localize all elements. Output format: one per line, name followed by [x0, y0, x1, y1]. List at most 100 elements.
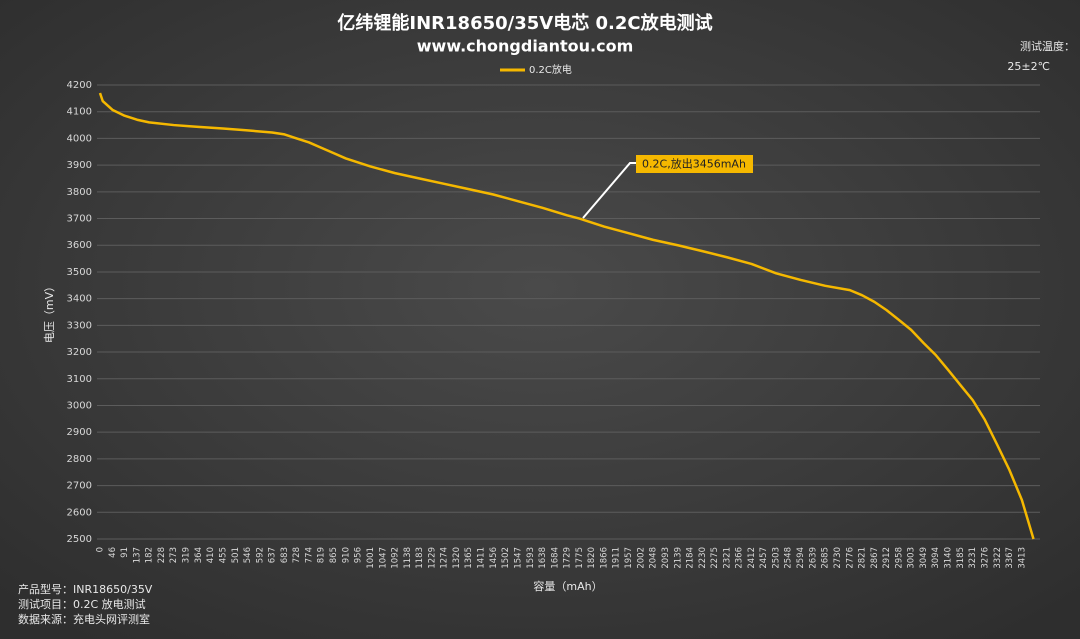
x-tick-label: 3140 — [944, 547, 954, 569]
x-tick-label: 2912 — [882, 547, 892, 569]
note: 数据来源：充电头网评测室 — [18, 612, 150, 626]
x-tick-label: 1411 — [477, 547, 487, 569]
y-tick-label: 2800 — [67, 454, 92, 465]
x-tick-label: 1911 — [612, 547, 622, 569]
x-tick-label: 1229 — [427, 547, 437, 569]
annotation: 0.2C,放出3456mAh — [642, 157, 746, 171]
note: 产品型号：INR18650/35V — [18, 582, 153, 596]
y-tick-label: 3700 — [67, 214, 92, 225]
plot-area: 2500 2600 2700 2800 2900 3000 3100 3200 3300 3400… — [67, 63, 1040, 569]
x-tick-label: 728 — [292, 547, 302, 563]
x-tick-label: 3185 — [956, 547, 966, 569]
y-tick-label: 3400 — [67, 294, 92, 305]
x-tick-label: 1502 — [501, 547, 511, 569]
x-tick-label: 3231 — [968, 547, 978, 569]
x-tick-label: 1638 — [538, 547, 548, 569]
legend: 0.2C放电 — [500, 63, 572, 76]
x-tick-label: 683 — [280, 547, 290, 563]
x-tick-label: 3322 — [993, 547, 1003, 569]
x-tick-label: 319 — [182, 547, 192, 563]
x-tick-label: 2230 — [698, 547, 708, 569]
x-tick-label: 1047 — [378, 547, 388, 569]
x-tick-label: 1866 — [600, 547, 610, 569]
x-tick-label: 364 — [194, 547, 204, 563]
x-tick-label: 1456 — [489, 547, 499, 569]
x-tick-label: 2002 — [636, 547, 646, 569]
y-tick-label: 3200 — [67, 347, 92, 358]
x-tick-label: 2821 — [857, 547, 867, 569]
y-tick-label: 2600 — [67, 507, 92, 518]
x-tick-label: 0 — [96, 547, 106, 552]
y-tick-label: 4000 — [67, 133, 92, 144]
x-tick-label: 228 — [157, 547, 167, 563]
x-tick-label: 2048 — [649, 547, 659, 569]
x-tick-label: 1001 — [366, 547, 376, 569]
y-axis-label: 电压（mV） — [43, 281, 56, 343]
x-tick-label: 1957 — [624, 547, 634, 569]
y-tick-label: 3300 — [67, 320, 92, 331]
x-axis-label: 容量（mAh） — [533, 579, 602, 593]
x-tick-label: 2958 — [894, 547, 904, 569]
y-tick-label: 2700 — [67, 481, 92, 492]
x-tick-label: 1775 — [575, 547, 585, 569]
x-tick-label: 3094 — [931, 547, 941, 569]
x-tick-label: 592 — [255, 547, 265, 563]
x-tick-label: 455 — [218, 547, 228, 563]
x-tick-label: 637 — [268, 547, 278, 563]
x-tick-label: 2594 — [796, 547, 806, 569]
x-tick-label: 3367 — [1005, 547, 1015, 569]
y-tick-label: 4100 — [67, 107, 92, 118]
x-tick-label: 2776 — [845, 547, 855, 569]
y-tick-label: 2500 — [67, 534, 92, 545]
x-tick-label: 1684 — [550, 547, 560, 569]
x-tick-label: 910 — [341, 547, 351, 563]
x-tick-label: 2457 — [759, 547, 769, 569]
x-tick-label: 1729 — [563, 547, 573, 569]
chart-subtitle: www.chongdiantou.com — [417, 37, 634, 56]
x-tick-label: 2548 — [784, 547, 794, 569]
x-tick-label: 1365 — [464, 547, 474, 569]
x-tick-label: 1320 — [452, 547, 462, 569]
x-tick-label: 501 — [231, 547, 241, 563]
note: 测试项目：0.2C 放电测试 — [18, 597, 146, 611]
x-tick-label: 819 — [317, 547, 327, 563]
x-tick-label: 3276 — [980, 547, 990, 569]
x-tick-label: 1183 — [415, 547, 425, 569]
x-tick-label: 91 — [120, 547, 130, 558]
y-tick-label: 3800 — [67, 187, 92, 198]
x-tick-label: 1593 — [526, 547, 536, 569]
legend-label: 0.2C放电 — [529, 63, 572, 76]
y-tick-label: 3600 — [67, 240, 92, 251]
x-tick-label: 2093 — [661, 547, 671, 569]
x-tick-label: 2503 — [772, 547, 782, 569]
x-tick-label: 2639 — [808, 547, 818, 569]
temperature-label: 测试温度： — [1020, 39, 1075, 53]
x-tick-label: 1138 — [403, 547, 413, 569]
x-tick-label: 2275 — [710, 547, 720, 569]
x-tick-label: 1274 — [440, 547, 450, 569]
x-tick-label: 2867 — [870, 547, 880, 569]
x-tick-label: 2685 — [821, 547, 831, 569]
x-tick-label: 3049 — [919, 547, 929, 569]
y-tick-label: 3100 — [67, 374, 92, 385]
x-tick-label: 1820 — [587, 547, 597, 569]
chart-title: 亿纬锂能INR18650/35V电芯 0.2C放电测试 — [337, 12, 712, 34]
y-tick-label: 3500 — [67, 267, 92, 278]
temperature-value: 25±2℃ — [1007, 60, 1050, 73]
x-tick-label: 2184 — [685, 547, 695, 569]
y-tick-label: 2900 — [67, 427, 92, 438]
x-tick-label: 956 — [354, 547, 364, 563]
y-tick-label: 3900 — [67, 160, 92, 171]
x-tick-label: 2730 — [833, 547, 843, 569]
x-tick-label: 137 — [133, 547, 143, 563]
x-tick-label: 2366 — [735, 547, 745, 569]
x-tick-label: 1547 — [513, 547, 523, 569]
x-tick-label: 2321 — [722, 547, 732, 569]
x-tick-label: 774 — [305, 547, 315, 563]
x-tick-label: 182 — [145, 547, 155, 563]
x-tick-label: 1092 — [390, 547, 400, 569]
x-tick-label: 2412 — [747, 547, 757, 569]
x-tick-label: 865 — [329, 547, 339, 563]
